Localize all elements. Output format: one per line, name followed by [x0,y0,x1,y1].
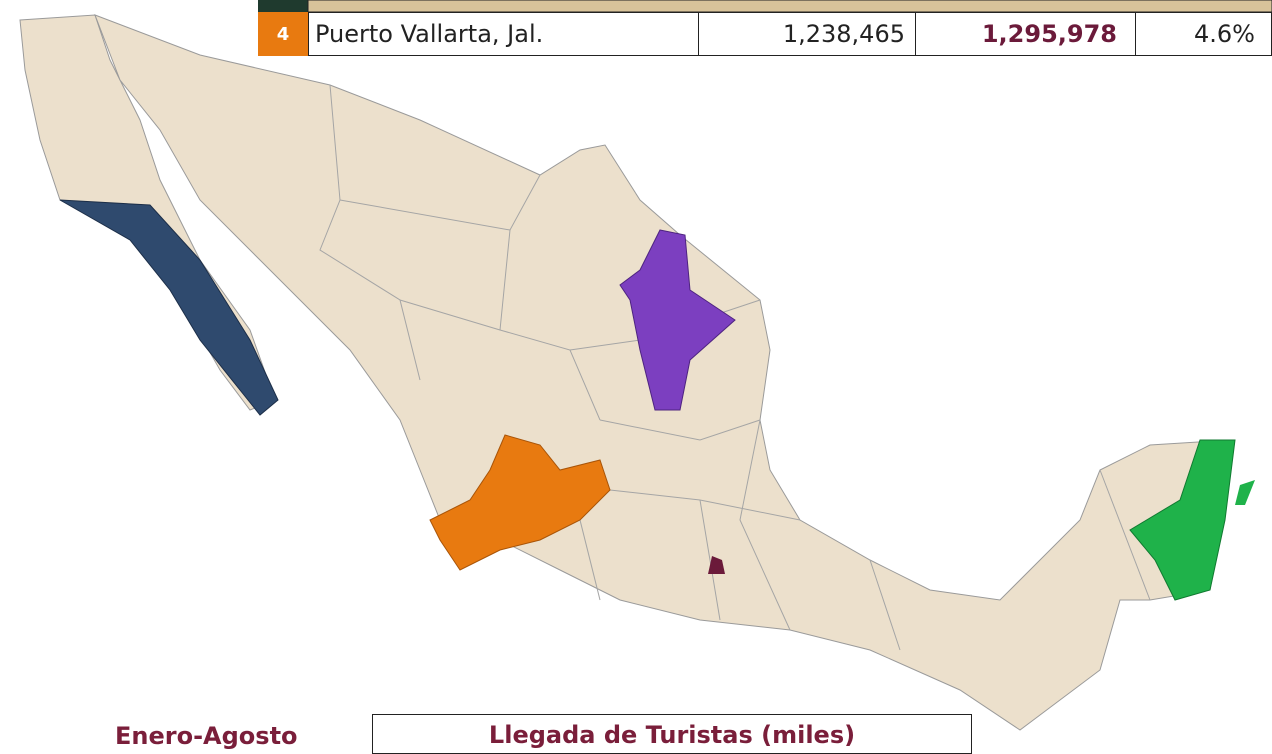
rank-cell: 4 [258,12,308,56]
quintana-roo [1129,439,1236,601]
nuevo-leon [619,229,736,411]
change-cell: 4.6% [1135,12,1272,56]
jalisco [429,434,611,571]
header-cell [258,0,308,12]
current-cell: 1,295,978 [915,12,1136,56]
destination-cell: Puerto Vallarta, Jal. [308,12,699,56]
cozumel [1235,480,1255,505]
baja-california-sur [59,199,279,416]
state-borders [319,84,1151,651]
header-row [307,0,1272,13]
arrivals-title: Llegada de Turistas (miles) [372,714,972,754]
previous-cell: 1,238,465 [698,12,916,56]
period-label: Enero-Agosto [115,722,298,750]
ciudad-de-mexico [708,556,725,574]
